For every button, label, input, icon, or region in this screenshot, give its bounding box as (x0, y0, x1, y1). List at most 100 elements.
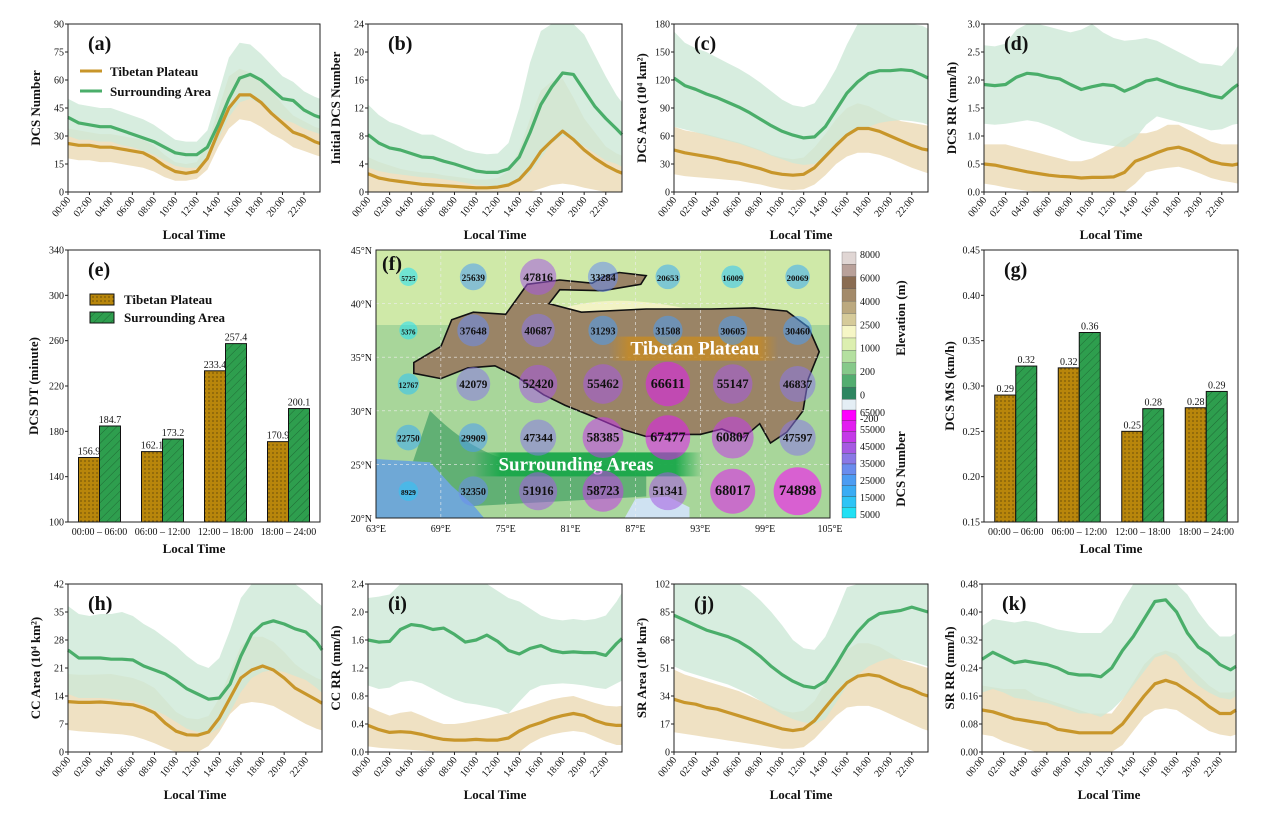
y-axis-label: DCS DT (minute) (26, 337, 41, 435)
bar-sa (1142, 408, 1165, 523)
bar-sa (1205, 390, 1228, 523)
y-tick-label: 140 (49, 472, 64, 483)
dcs-bubble (779, 419, 816, 456)
y-tick-label: 2.0 (968, 76, 981, 87)
bar-value-label: 0.36 (1081, 322, 1099, 333)
x-tick-label: 08:00 (137, 755, 160, 780)
y-tick-label: 90 (54, 20, 64, 31)
x-tick-label: 22:00 (1204, 195, 1227, 220)
bar-tp (204, 370, 226, 523)
y-tick-label: 7 (59, 720, 64, 731)
dcs-tick-label: 25000 (860, 476, 885, 487)
y-tick-label: 14 (54, 692, 64, 703)
x-tick-label: 22:00 (894, 755, 917, 780)
panel-label: (g) (1004, 259, 1027, 281)
band-sa (68, 584, 322, 734)
lon-tick-label: 93°E (690, 524, 710, 535)
x-tick-label: 18:00 (545, 195, 568, 220)
x-tick-label: 16:00 (523, 195, 546, 220)
y-tick-label: 0 (359, 188, 364, 199)
panel-g: 0.29 0.32 00:00 – 06:00 0.32 0.36 06:00 – 12:… (942, 246, 1239, 556)
x-tick-label: 08:00 (437, 755, 460, 780)
elevation-colorbar-segment (841, 374, 857, 388)
x-tick-label: 06:00 (415, 195, 438, 220)
x-tick-label: 00:00 (964, 755, 987, 780)
y-tick-label: 0.16 (961, 692, 979, 703)
x-tick-label: 22:00 (286, 195, 309, 220)
y-tick-label: 0.40 (961, 608, 979, 619)
y-tick-label: 45 (54, 104, 64, 115)
x-tick-label: 18:00 (1159, 755, 1182, 780)
x-tick-label: 02:00 (72, 195, 95, 220)
dcs-value-label: 16009 (722, 274, 743, 283)
dcs-value-label: 51341 (653, 484, 684, 498)
dcs-tick-label: 35000 (860, 459, 885, 470)
x-tick-label: 16:00 (1139, 195, 1162, 220)
x-axis-label: Local Time (1080, 541, 1143, 556)
band-sa (674, 584, 928, 724)
x-axis-label: Local Time (163, 541, 226, 556)
x-tick-label: 06:00 (115, 195, 138, 220)
x-tick-label: 18:00 – 24:00 (1178, 527, 1234, 538)
elevation-tick-label: 200 (860, 367, 875, 378)
dcs-bubble (457, 314, 490, 347)
series-line-tp (983, 145, 1239, 180)
x-tick-label: 20:00 (265, 195, 288, 220)
dcs-value-label: 31508 (655, 326, 680, 337)
bar-value-label: 184.7 (99, 415, 122, 426)
x-tick-label: 18:00 (851, 755, 874, 780)
y-tick-label: 30 (660, 160, 670, 171)
x-tick-label: 20:00 (872, 195, 895, 220)
y-tick-label: 300 (49, 291, 64, 302)
x-tick-label: 04:00 (699, 195, 722, 220)
legend-label-sa: Surrounding Area (124, 310, 226, 325)
x-tick-label: 08:00 (1053, 195, 1076, 220)
dcs-value-label: 58723 (587, 483, 620, 498)
dcs-bubble (456, 367, 491, 401)
y-tick-label: 42 (54, 580, 64, 591)
y-tick-label: 0 (665, 188, 670, 199)
elevation-tick-label: 4000 (860, 297, 880, 308)
x-tick-label: 10:00 (1072, 755, 1095, 780)
y-tick-label: 1.6 (352, 636, 365, 647)
y-tick-label: 0 (59, 188, 64, 199)
dcs-colorbar-segment (841, 442, 857, 454)
band-tp (982, 650, 1236, 752)
series-line-sa (981, 598, 1237, 679)
dcs-bubble (459, 263, 487, 291)
lon-tick-label: 99°E (755, 524, 775, 535)
y-tick-label: 0 (59, 748, 64, 759)
x-tick-label: 00:00 (350, 195, 373, 220)
dcs-value-label: 40687 (524, 325, 552, 337)
y-tick-label: 220 (49, 382, 64, 393)
y-tick-label: 260 (49, 336, 64, 347)
arabian-sea (376, 459, 485, 518)
x-tick-label: 18:00 (243, 195, 266, 220)
series-line-tp (367, 129, 623, 190)
y-tick-label: 0.30 (963, 382, 981, 393)
series-line-tp (673, 673, 929, 733)
y-tick-label: 0.0 (352, 748, 365, 759)
dcs-tick-label: 45000 (860, 442, 885, 453)
bar-value-label: 156.9 (78, 447, 101, 458)
map-frame (375, 249, 831, 519)
x-axis-label: Local Time (464, 787, 527, 802)
y-tick-label: 0.0 (968, 188, 981, 199)
x-tick-label: 18:00 – 24:00 (261, 527, 317, 538)
x-tick-label: 02:00 (372, 195, 395, 220)
x-tick-label: 08:00 (743, 195, 766, 220)
bar-value-label: 200.1 (288, 398, 311, 409)
y-tick-label: 4 (359, 160, 364, 171)
y-tick-label: 85 (660, 608, 670, 619)
x-tick-label: 12:00 (1094, 755, 1117, 780)
x-tick-label: 10:00 (1074, 195, 1097, 220)
x-tick-label: 04:00 (393, 195, 416, 220)
lon-tick-label: 69°E (431, 524, 451, 535)
dcs-value-label: 5376 (401, 328, 416, 336)
bar-value-label: 0.28 (1145, 398, 1163, 409)
dcs-value-label: 20653 (657, 273, 680, 283)
x-tick-label: 04:00 (699, 755, 722, 780)
bar-tp (267, 441, 289, 523)
x-tick-label: 12:00 – 18:00 (1115, 527, 1171, 538)
